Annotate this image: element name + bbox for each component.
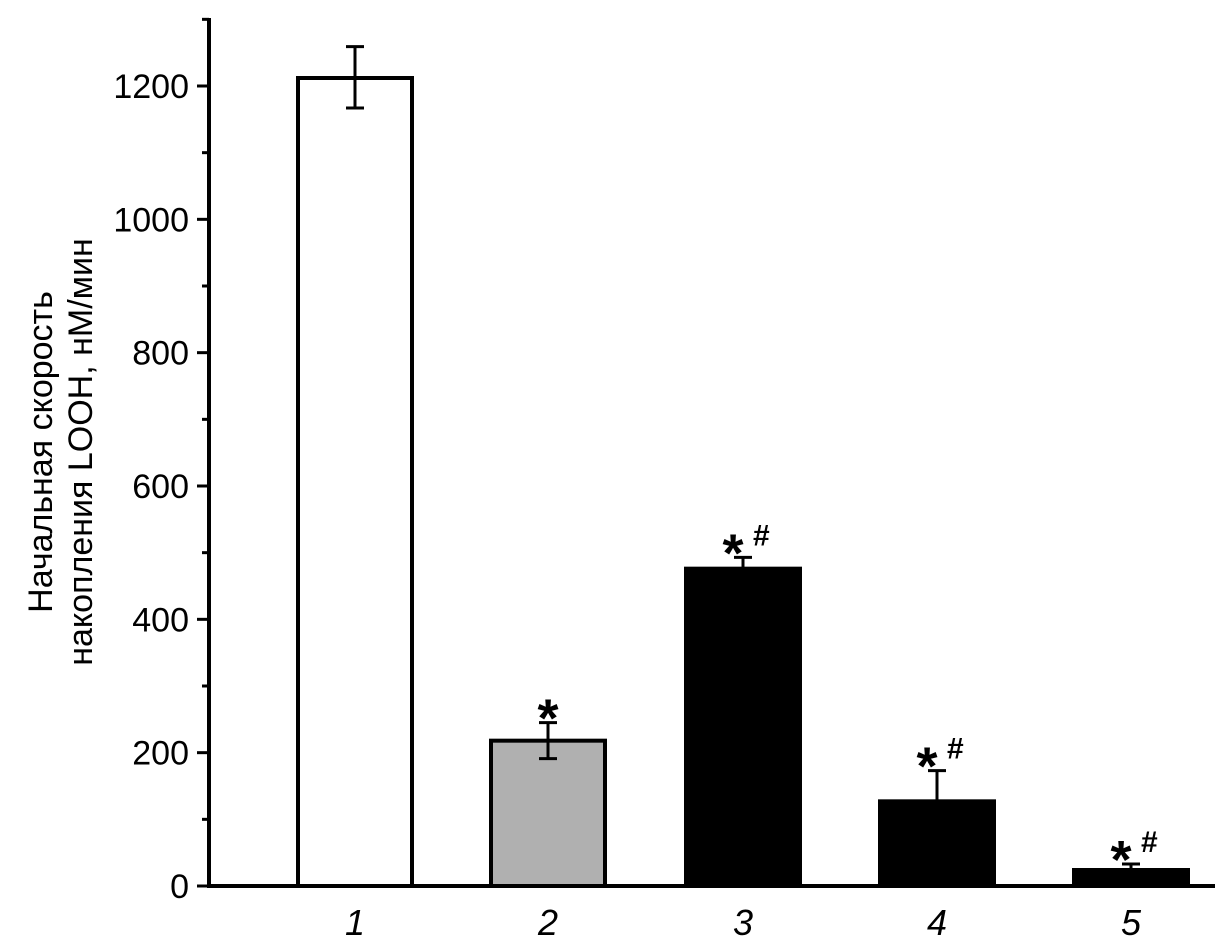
bar-4 — [878, 799, 996, 888]
bar-2 — [489, 738, 607, 889]
y-tick-label-600: 600 — [132, 468, 189, 506]
x-tick-label-5: 5 — [1121, 902, 1142, 943]
y-tick-label-800: 800 — [132, 335, 189, 373]
annotation-star-3: * — [722, 523, 743, 583]
annotation-star-5: * — [1110, 830, 1131, 890]
y-tick-label-400: 400 — [132, 601, 189, 639]
y-tick-label-1200: 1200 — [113, 68, 189, 106]
bar-3 — [684, 566, 802, 889]
y-axis-label-line-2: накопления LOOH, нМ/мин — [62, 238, 100, 666]
annotation-hash-3: # — [753, 519, 770, 552]
x-tick-label-3: 3 — [733, 902, 753, 943]
bar-1 — [296, 76, 414, 888]
annotation-hash-4: # — [947, 733, 964, 766]
y-tick-label-0: 0 — [170, 868, 189, 906]
plot-area: 0 200 400 600 800 1000 1200 1 2 3 4 5 * * # * # * # — [113, 17, 1215, 943]
annotation-star-2: * — [537, 689, 558, 749]
annotation-star-4: * — [916, 737, 937, 797]
y-tick-label-1000: 1000 — [113, 201, 189, 239]
x-tick-label-1: 1 — [345, 902, 365, 943]
x-tick-label-4: 4 — [927, 902, 947, 943]
y-tick-label-200: 200 — [132, 735, 189, 773]
x-tick-label-2: 2 — [537, 902, 558, 943]
annotation-hash-5: # — [1141, 826, 1158, 859]
y-axis-label-line-1: Начальная скорость — [22, 291, 60, 613]
